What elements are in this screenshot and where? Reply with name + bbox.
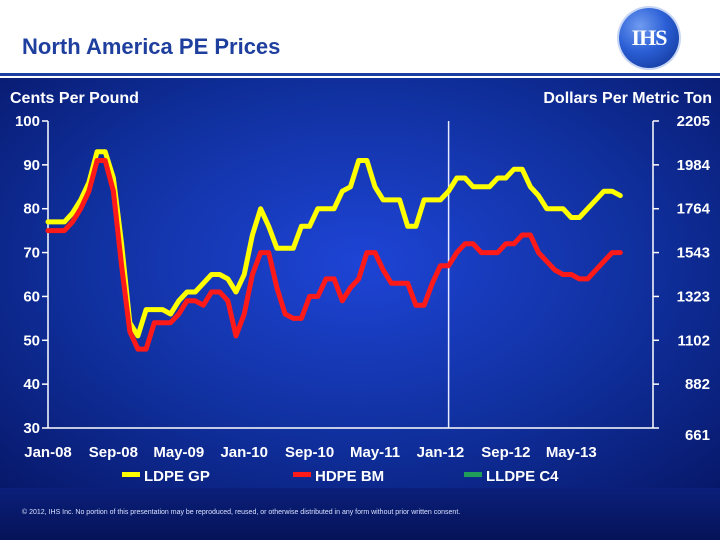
- series-layer: [45, 149, 623, 352]
- y-tick-label-left: 40: [23, 376, 40, 393]
- x-tick-label: Sep-12: [481, 444, 530, 461]
- y-tick-label-left: 80: [23, 201, 40, 218]
- x-tick-label: May-11: [350, 444, 400, 461]
- legend-swatch-ldpe-gp: [122, 472, 140, 477]
- y-tick-label-right: 1102: [677, 332, 710, 349]
- y-axis-label-right: Dollars Per Metric Ton: [543, 90, 712, 107]
- x-tick-label: May-13: [546, 444, 597, 461]
- series-line-ldpe-gp: [45, 149, 623, 339]
- legend-swatch-lldpe-c4: [464, 472, 482, 477]
- slide-footer: © 2012, IHS Inc. No portion of this pres…: [0, 488, 720, 540]
- y-tick-label-left: 60: [23, 288, 40, 305]
- logo-text: IHS: [631, 25, 668, 50]
- legend-label-lldpe-c4: LLDPE C4: [486, 468, 559, 485]
- title-divider: [0, 73, 720, 76]
- legend-swatch-hdpe-bm: [293, 472, 311, 477]
- ihs-logo: IHS: [619, 8, 679, 68]
- y-tick-label-left: 50: [23, 332, 40, 349]
- legend: LDPE GP HDPE BM LLDPE C4: [122, 468, 559, 485]
- y-tick-label-right: 2205: [677, 113, 710, 130]
- page-title: North America PE Prices: [22, 34, 281, 59]
- y-tick-label-right: 1984: [677, 157, 711, 174]
- y-tick-label-right: 1543: [677, 245, 710, 262]
- chart-panel: [0, 78, 720, 488]
- y-tick-label-right: 1764: [677, 201, 711, 218]
- x-tick-label: Sep-10: [285, 444, 334, 461]
- x-tick-label: May-09: [153, 444, 204, 461]
- slide-header: North America PE Prices IHS: [0, 0, 720, 78]
- x-tick-label: Jan-12: [417, 444, 465, 461]
- y-tick-label-right: 882: [685, 376, 710, 393]
- legend-label-hdpe-bm: HDPE BM: [315, 468, 384, 485]
- y-tick-label-left: 90: [23, 157, 40, 174]
- y-tick-label-left: 30: [23, 420, 40, 437]
- copyright-notice: © 2012, IHS Inc. No portion of this pres…: [22, 509, 461, 516]
- y-axis-label-left: Cents Per Pound: [10, 90, 139, 107]
- series-line-hdpe-bm: [45, 158, 623, 352]
- y-tick-label-right: 661: [685, 427, 710, 444]
- axes: 100 2205 90 1984 80 1764 70 1543 60 1323 50 1102 40 8…: [15, 113, 711, 461]
- legend-label-ldpe-gp: LDPE GP: [144, 468, 210, 485]
- x-tick-label: Jan-10: [220, 444, 268, 461]
- y-tick-label-right: 1323: [677, 288, 710, 305]
- y-tick-label-left: 70: [23, 245, 40, 262]
- x-tick-label: Sep-08: [89, 444, 138, 461]
- y-tick-label-left: 100: [15, 113, 40, 130]
- x-tick-label: Jan-08: [24, 444, 72, 461]
